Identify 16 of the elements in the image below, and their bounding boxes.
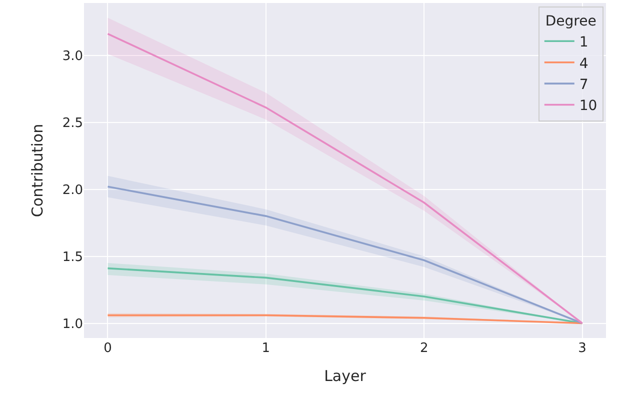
y-tick-label: 1.5 [62,250,83,265]
x-axis-title: Layer [324,367,367,385]
y-axis-title: Contribution [28,124,47,218]
legend-label: 10 [579,98,598,114]
y-tick-label: 2.0 [62,182,83,198]
legend-title: Degree [545,14,596,30]
legend-label: 4 [579,56,588,72]
x-tick-label: 1 [262,341,270,356]
x-tick-label: 3 [578,341,586,356]
legend-label: 7 [579,77,588,94]
y-tick-label: 1.0 [62,316,83,332]
legend-label: 1 [579,34,588,51]
y-tick-label: 2.5 [62,116,83,131]
x-tick-label: 2 [420,341,428,356]
x-tick-label: 0 [104,341,112,356]
y-tick-label: 3.0 [62,48,83,64]
